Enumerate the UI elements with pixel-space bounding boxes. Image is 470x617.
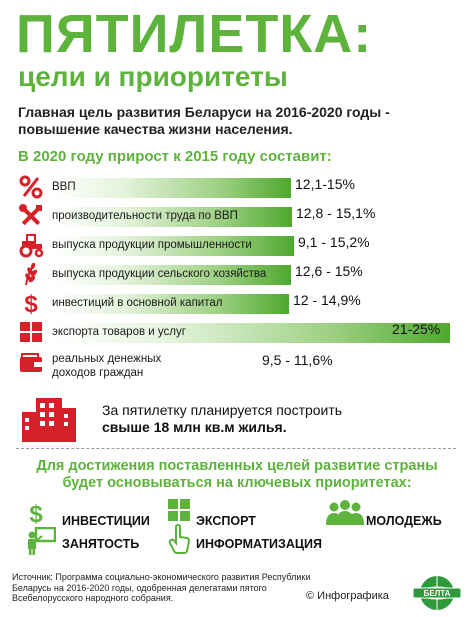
priority-youth: МОЛОДЕЖЬ [366, 514, 442, 528]
growth-label: ВВП [52, 181, 76, 193]
priority-export: ЭКСПОРТ [196, 514, 256, 528]
growth-value: 12,8 - 15,1% [296, 205, 376, 221]
svg-text:$: $ [24, 291, 38, 316]
people-icon [326, 499, 364, 525]
growth-row-export: экспорта товаров и услуг 21-25% [0, 319, 470, 347]
wallet-icon [18, 350, 44, 376]
page-title: ПЯТИЛЕТКА: [16, 4, 373, 64]
buildings-icon [22, 398, 76, 442]
growth-value: 21-25% [392, 321, 441, 337]
logo-text: БЕЛТА [424, 589, 451, 598]
growth-label: инвестиций в основной капитал [52, 297, 223, 309]
growth-bar [52, 294, 289, 314]
divider [16, 448, 456, 450]
growth-bar [52, 236, 294, 256]
growth-bar [52, 178, 291, 198]
growth-value: 9,1 - 15,2% [298, 234, 370, 250]
growth-label: экспорта товаров и услуг [52, 326, 186, 338]
boxes-icon [168, 499, 190, 521]
growth-bar [52, 265, 291, 285]
priority-informatization: ИНФОРМАТИЗАЦИЯ [196, 537, 322, 551]
housing-text: За пятилетку планируется построить [102, 402, 343, 418]
growth-heading: В 2020 году прирост к 2015 году составит… [18, 148, 332, 165]
growth-row-industry: выпуска продукции промышленности 9,1 - 1… [0, 232, 470, 260]
housing-highlight: свыше 18 млн кв.м жилья. [102, 419, 287, 435]
infographic-credit: © Инфографика [306, 590, 389, 602]
source-note: Источник: Программа социально-экономичес… [12, 572, 311, 603]
svg-text:$: $ [29, 501, 43, 526]
tractor-icon [18, 232, 44, 258]
growth-value: 12,6 - 15% [295, 263, 363, 279]
growth-value: 9,5 - 11,6% [262, 352, 333, 368]
percent-icon [18, 174, 44, 200]
dollar-icon: $ [18, 290, 44, 316]
growth-row-agriculture: выпуска продукции сельского хозяйства 12… [0, 261, 470, 289]
priority-investments: ИНВЕСТИЦИИ [62, 514, 150, 528]
presentation-icon [26, 526, 57, 555]
tools-icon [18, 203, 44, 229]
growth-value: 12 - 14,9% [293, 292, 361, 308]
wheat-icon [18, 261, 44, 287]
growth-row-income: реальных денежных доходов граждан 9,5 - … [0, 350, 470, 379]
boxes-icon [18, 319, 44, 345]
lead-text: Главная цель развития Беларуси на 2016-2… [18, 104, 390, 137]
growth-value: 12,1-15% [295, 176, 355, 192]
hand-pointer-icon [168, 524, 191, 554]
growth-row-labor-productivity: производительности труда по ВВП 12,8 - 1… [0, 203, 470, 231]
growth-bar [52, 323, 450, 343]
priority-employment: ЗАНЯТОСТЬ [62, 537, 140, 551]
growth-label: выпуска продукции промышленности [52, 239, 252, 251]
growth-label: производительности труда по ВВП [52, 210, 238, 222]
belta-logo: БЕЛТА [410, 574, 464, 612]
dollar-icon: $ [28, 500, 44, 528]
growth-label: реальных денежных доходов граждан [52, 353, 162, 379]
growth-row-investment: $ инвестиций в основной капитал 12 - 14,… [0, 290, 470, 318]
growth-label: выпуска продукции сельского хозяйства [52, 268, 267, 280]
page-subtitle: цели и приоритеты [18, 61, 288, 92]
priorities-heading: Для достижения поставленных целей развит… [36, 458, 438, 491]
growth-bar [52, 207, 292, 227]
growth-row-gdp: ВВП 12,1-15% [0, 174, 470, 202]
